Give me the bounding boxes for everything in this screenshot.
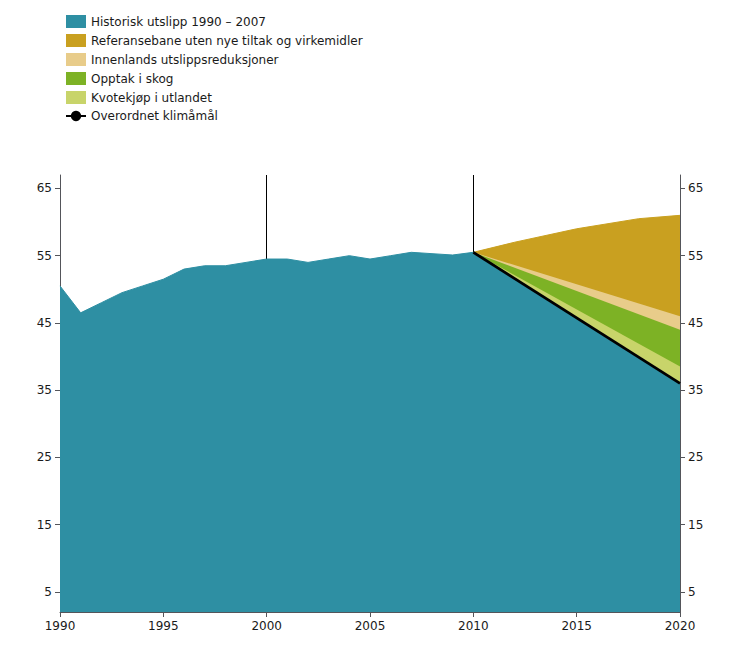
svg-text:2005: 2005	[355, 619, 386, 633]
svg-text:15: 15	[37, 518, 52, 532]
svg-text:2020: 2020	[665, 619, 696, 633]
svg-text:5: 5	[688, 585, 696, 599]
svg-text:65: 65	[688, 181, 703, 195]
svg-text:1990: 1990	[45, 619, 76, 633]
svg-text:Referansebane uten nye tiltak: Referansebane uten nye tiltak og virkemi…	[91, 34, 363, 48]
svg-text:25: 25	[688, 450, 703, 464]
svg-text:55: 55	[688, 249, 703, 263]
svg-text:35: 35	[688, 383, 703, 397]
svg-text:Opptak i skog: Opptak i skog	[91, 72, 173, 86]
svg-text:Innenlands utslippsreduksjoner: Innenlands utslippsreduksjoner	[91, 53, 279, 67]
svg-text:2000: 2000	[251, 619, 282, 633]
svg-text:15: 15	[688, 518, 703, 532]
svg-text:25: 25	[37, 450, 52, 464]
svg-text:45: 45	[37, 316, 52, 330]
svg-text:1995: 1995	[148, 619, 179, 633]
svg-text:55: 55	[37, 249, 52, 263]
svg-text:65: 65	[37, 181, 52, 195]
svg-text:Overordnet klimåmål: Overordnet klimåmål	[91, 109, 218, 123]
svg-text:2015: 2015	[561, 619, 592, 633]
svg-text:2010: 2010	[458, 619, 489, 633]
svg-text:45: 45	[688, 316, 703, 330]
svg-text:35: 35	[37, 383, 52, 397]
svg-text:5: 5	[44, 585, 52, 599]
svg-text:Historisk utslipp 1990 – 2007: Historisk utslipp 1990 – 2007	[91, 15, 266, 29]
svg-text:Kvotekjøp i utlandet: Kvotekjøp i utlandet	[91, 91, 212, 105]
